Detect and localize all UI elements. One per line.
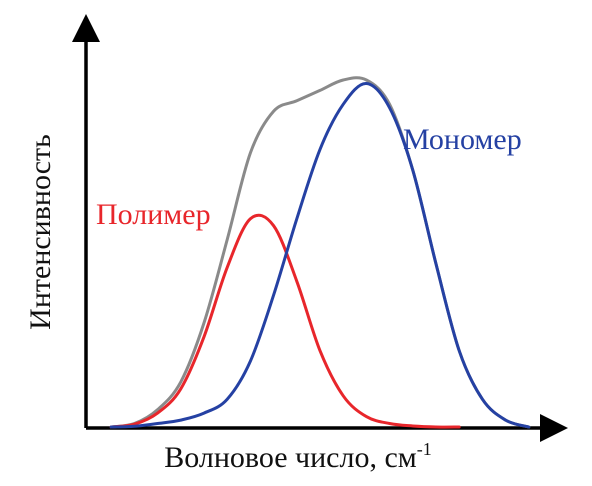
x-axis-label-main: Волновое число, см (164, 441, 417, 474)
x-axis-label: Волновое число, см-1 (164, 439, 432, 474)
y-axis-arrow (72, 14, 100, 42)
series-line-monomer (109, 82, 531, 429)
series-layer (109, 76, 531, 429)
x-axis-arrow (540, 414, 568, 442)
series-line-polymer (109, 213, 461, 429)
annotation-monomer: Мономер (403, 123, 522, 156)
x-axis-label-superscript: -1 (417, 439, 432, 459)
y-axis-label: Интенсивность (24, 134, 57, 330)
annotation-polymer: Полимер (96, 198, 211, 231)
